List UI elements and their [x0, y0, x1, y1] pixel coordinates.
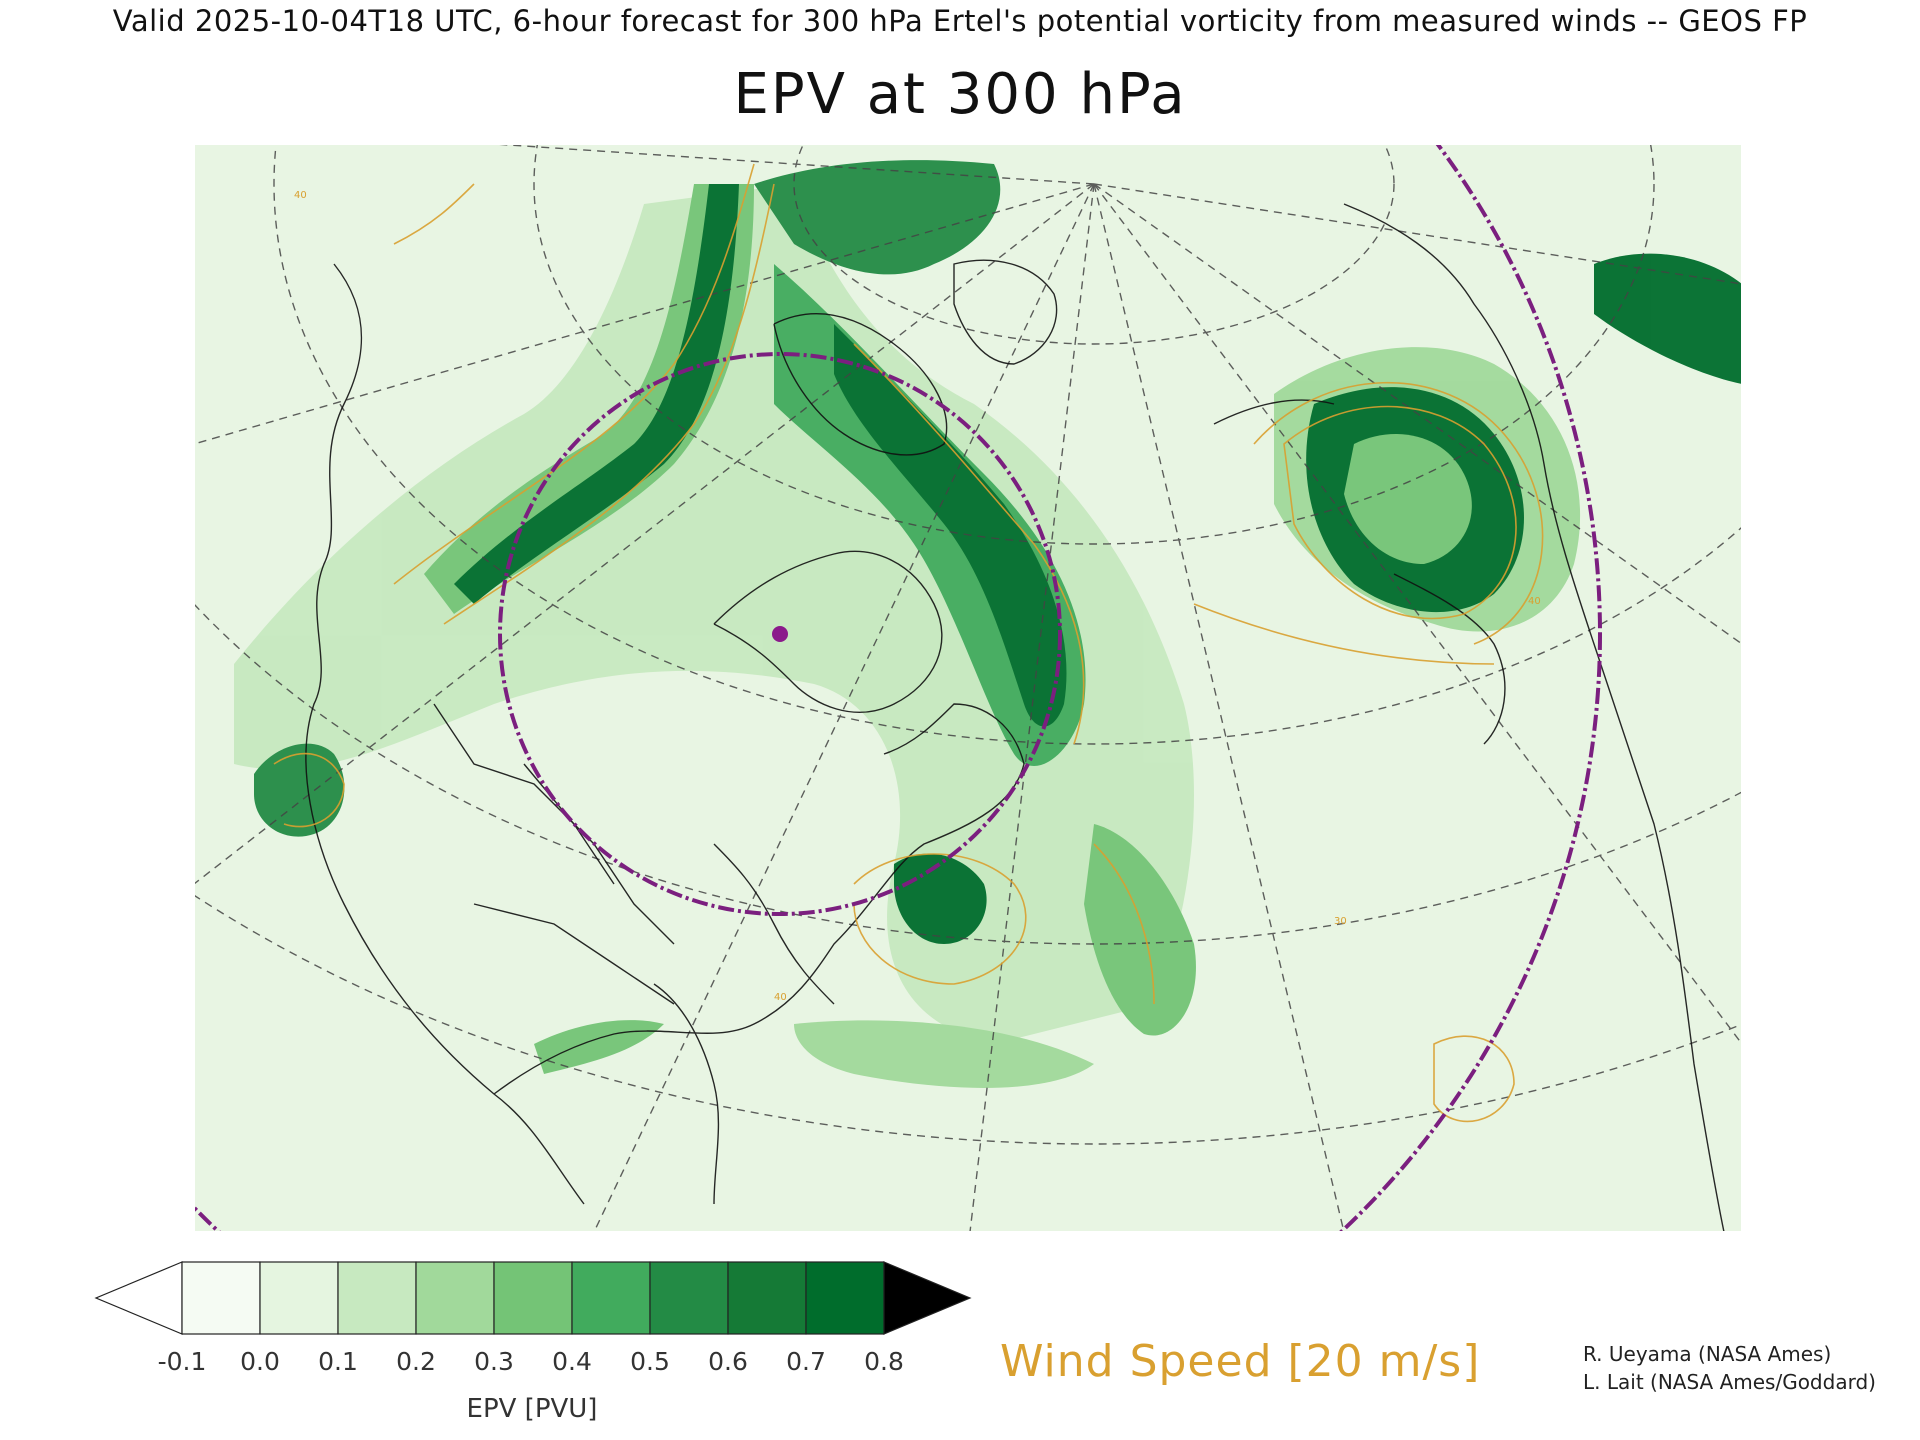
- epv-atlantic-streak: [1084, 824, 1196, 1036]
- location-marker: [772, 626, 788, 642]
- colorbar-tick-label: 0.7: [786, 1347, 826, 1376]
- colorbar-label: EPV [PVU]: [467, 1394, 598, 1424]
- colorbar-tick-label: -0.1: [158, 1347, 207, 1376]
- range-ring-outer: [194, 144, 1602, 1232]
- contour-labels: 40 40 30 40: [294, 190, 1541, 1003]
- colorbar-box: [337, 1261, 417, 1335]
- epv-band-dark-northwest: [454, 184, 739, 604]
- colorbar-box: [259, 1261, 339, 1335]
- forecast-valid-line: Valid 2025-10-04T18 UTC, 6-hour forecast…: [112, 4, 1808, 38]
- epv-map: 40 40 30 40: [194, 144, 1742, 1232]
- colorbar-over-triangle: [883, 1261, 972, 1335]
- contour-label: 30: [1334, 916, 1347, 927]
- colorbar-tick-label: 0.2: [396, 1347, 436, 1376]
- colorbar-tick-label: 0.3: [474, 1347, 514, 1376]
- colorbar-box: [493, 1261, 573, 1335]
- colorbar-tick-label: 0.0: [240, 1347, 280, 1376]
- colorbar-box: [649, 1261, 729, 1335]
- graticule: [194, 144, 1742, 1232]
- range-rings: [194, 144, 1602, 1232]
- credit-line-2: L. Lait (NASA Ames/Goddard): [1583, 1370, 1876, 1394]
- epv-ring-east-core: [1344, 434, 1472, 564]
- map-frame: [194, 144, 1742, 1232]
- contour-label: 40: [1528, 596, 1541, 607]
- contour-label: 40: [774, 992, 787, 1003]
- epv-gulf-streak: [534, 1020, 664, 1074]
- range-ring-inner: [498, 352, 1062, 916]
- credit-line-1: R. Ueyama (NASA Ames): [1583, 1342, 1832, 1366]
- coastlines: [305, 203, 1725, 1232]
- colorbar-box: [181, 1261, 261, 1335]
- colorbar-box: [805, 1261, 885, 1335]
- epv-band-light: [234, 184, 1194, 1044]
- epv-atlantic-blob: [894, 853, 987, 944]
- colorbar-tick-label: 0.4: [552, 1347, 592, 1376]
- epv-southeast-streak: [794, 1020, 1094, 1088]
- colorbar-box: [727, 1261, 807, 1335]
- epv-west-vortex: [254, 743, 345, 837]
- plot-title: EPV at 300 hPa: [733, 62, 1187, 127]
- contour-label: 40: [294, 190, 307, 201]
- colorbar-tick-label: 0.6: [708, 1347, 748, 1376]
- colorbar-tick-label: 0.8: [864, 1347, 904, 1376]
- colorbar-box: [571, 1261, 651, 1335]
- epv-band-north-top: [754, 160, 1001, 275]
- colorbar-tick-label: 0.1: [318, 1347, 358, 1376]
- wind-speed-legend: Wind Speed [20 m/s]: [1000, 1336, 1481, 1387]
- wind-contours: [273, 163, 1544, 1123]
- colorbar-box: [415, 1261, 495, 1335]
- epv-band-mid-northwest: [424, 184, 754, 614]
- epv-fill: [234, 160, 1742, 1088]
- colorbar-under-triangle: [94, 1261, 183, 1335]
- epv-band-dark-central: [834, 324, 1067, 727]
- colorbar-tick-label: 0.5: [630, 1347, 670, 1376]
